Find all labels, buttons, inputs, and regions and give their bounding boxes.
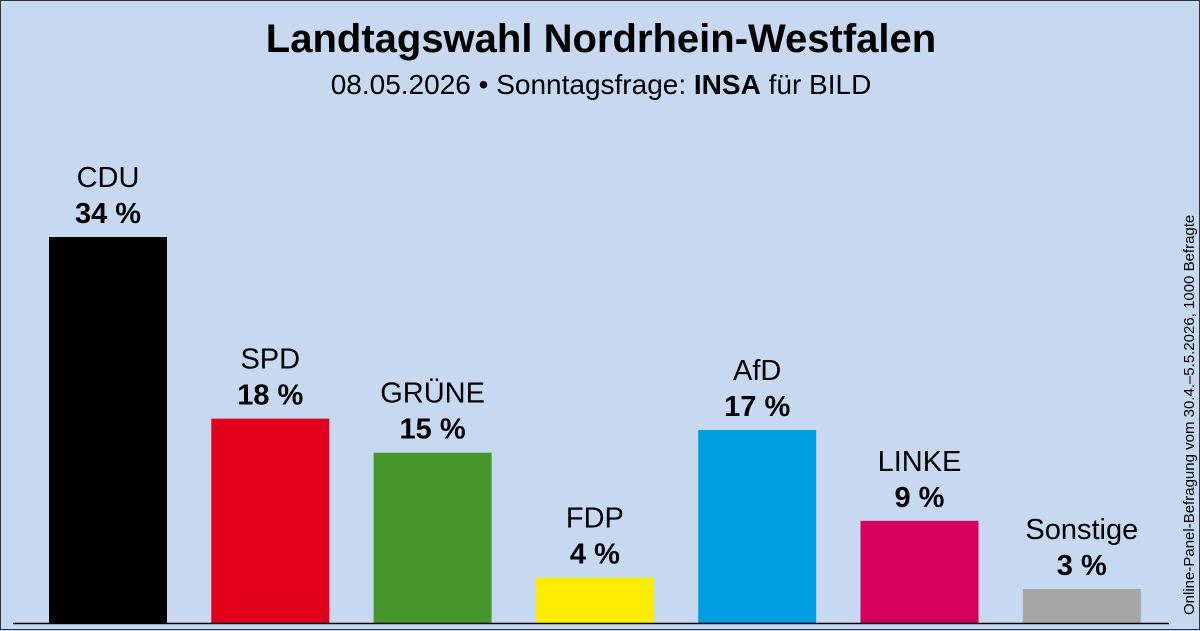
bar-fdp [535,577,654,623]
bar-afd [698,430,817,623]
subtitle-client: für BILD [760,69,872,100]
bar-label-spd: SPD [240,344,300,376]
bar-value-afd: 17 % [724,391,790,423]
subtitle-date-label: 08.05.2026 • Sonntagsfrage: [330,69,694,100]
bar-label-cdu: CDU [77,162,140,194]
bar-linke [860,520,979,623]
bar-cdu [49,237,167,623]
bar-value-linke: 9 % [895,482,945,514]
bar-value-fdp: 4 % [570,539,620,571]
bar-spd [211,418,330,623]
chart-title: Landtagswahl Nordrhein-Westfalen [265,17,937,61]
chart-subtitle: 08.05.2026 • Sonntagsfrage: INSA für BIL… [1,67,1200,103]
bar-value-sonstige: 3 % [1057,550,1107,582]
bar-label-gr-ne: GRÜNE [380,378,485,410]
bar-gr-ne [373,452,492,623]
bar-label-sonstige: Sonstige [1025,514,1138,546]
bar-value-cdu: 34 % [75,198,141,230]
survey-footnote: Online-Panel-Befragung vom 30.4.–5.5.202… [1181,214,1198,615]
institute-name: INSA [693,69,761,100]
bar-value-gr-ne: 15 % [400,414,466,446]
bar-label-fdp: FDP [566,503,624,535]
bar-label-afd: AfD [733,355,781,387]
bar-label-linke: LINKE [878,446,962,478]
bar-value-spd: 18 % [237,380,303,412]
bar-sonstige [1022,588,1141,623]
